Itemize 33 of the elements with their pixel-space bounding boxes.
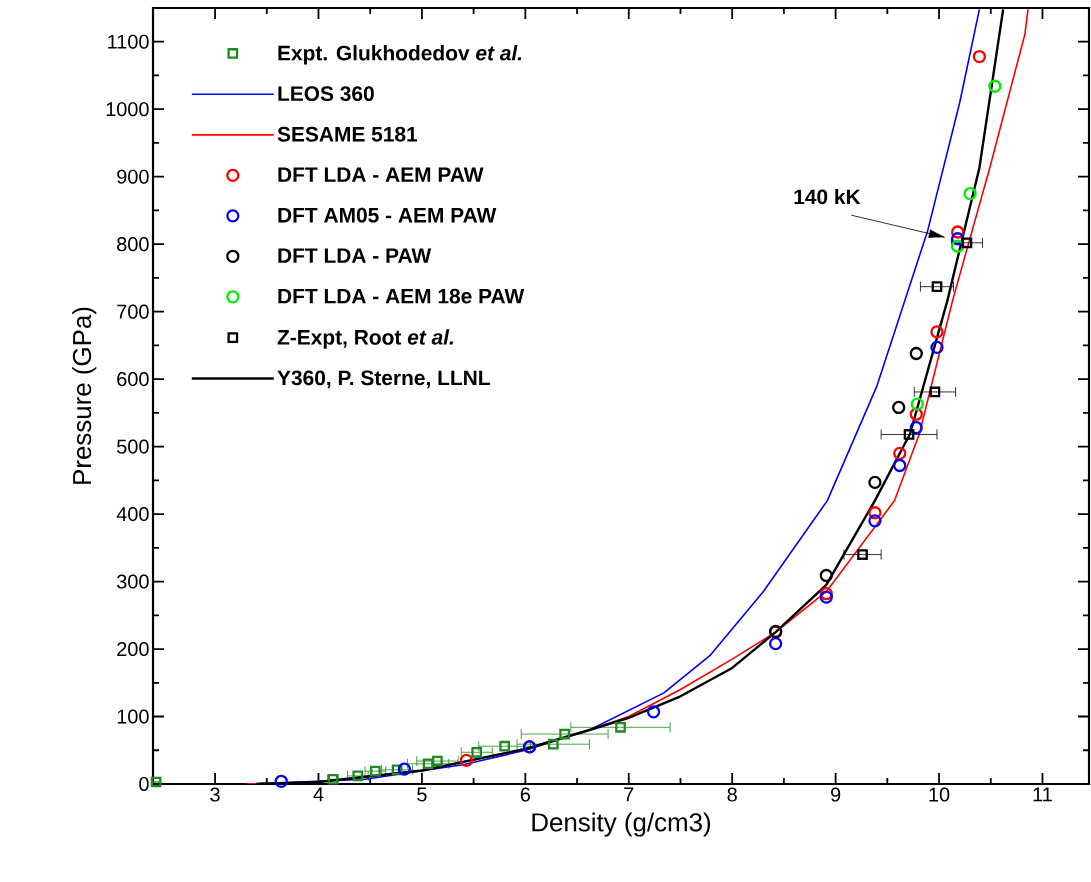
y-tick-label: 600: [117, 372, 149, 387]
x-tick-label: 10: [929, 787, 950, 802]
legend-label: SESAME 5181: [277, 126, 418, 142]
x-tick-label: 9: [831, 787, 841, 802]
x-tick-label: 8: [727, 787, 737, 802]
x-tick-label: 6: [520, 787, 530, 802]
x-axis-title: Density (g/cm3): [532, 812, 711, 837]
legend-label: LEOS 360: [278, 86, 374, 102]
y-tick-label: 800: [117, 237, 149, 252]
x-tick-label: 4: [313, 787, 324, 802]
annotation: 140 kK: [794, 188, 861, 205]
y-tick-label: 1100: [108, 34, 149, 49]
x-tick-label: 3: [210, 787, 220, 802]
legend-label: Expt. Glukhodedov et al.: [278, 45, 522, 65]
x-tick-label: 7: [624, 787, 634, 802]
y-tick-label: 300: [117, 574, 149, 589]
y-tick-label: 500: [117, 439, 149, 454]
legend-label: DFT LDA - AEM 18e PAW: [278, 288, 525, 304]
legend-label: DFT LDA - AEM PAW: [278, 167, 484, 182]
y-tick-label: 0: [139, 776, 149, 792]
y-tick-label: 900: [117, 169, 149, 184]
y-tick-label: 100: [117, 709, 149, 724]
y-tick-label: 700: [117, 304, 149, 319]
y-tick-label: 400: [116, 507, 149, 522]
legend-label: Y360, P. Sterne, LLNL: [277, 370, 490, 389]
legend-label: DFT LDA - PAW: [278, 248, 432, 263]
x-tick-label: 5: [417, 787, 427, 802]
legend-label: DFT AM05 - AEM PAW: [278, 207, 497, 223]
x-tick-label: 11: [1033, 787, 1052, 802]
y-axis-title: Pressure (GPa): [72, 307, 97, 484]
y-tick-label: 1000: [106, 102, 149, 117]
y-tick-label: 200: [117, 641, 149, 657]
legend-label: Z-Expt, Root et al.: [277, 329, 454, 349]
